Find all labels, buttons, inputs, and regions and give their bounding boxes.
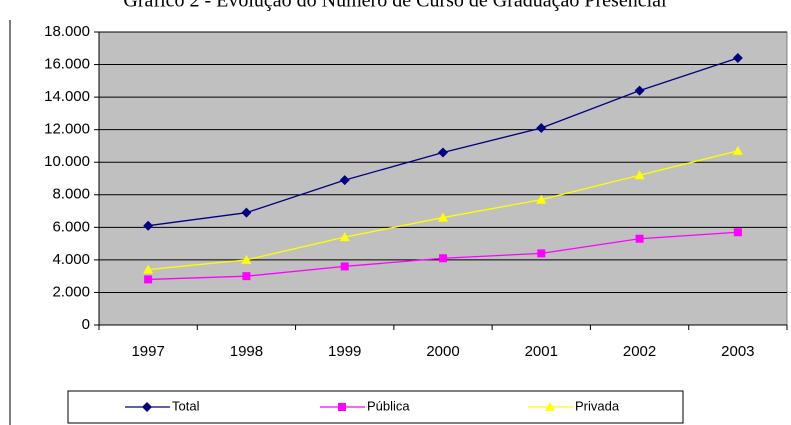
marker <box>340 262 349 271</box>
marker <box>438 212 448 222</box>
y-tick-label: 10.000 <box>44 153 90 170</box>
marker <box>536 194 547 204</box>
x-tick-label: 2003 <box>721 343 754 360</box>
marker <box>338 403 346 411</box>
chart-title: Gráfico 2 - Evolução do Número de Curso … <box>123 0 667 12</box>
y-tick-label: 18.000 <box>44 23 90 40</box>
marker <box>241 254 252 264</box>
y-tick-label: 2.000 <box>52 283 90 300</box>
marker <box>732 145 743 155</box>
marker <box>142 402 152 412</box>
x-tick-label: 2002 <box>623 343 656 360</box>
legend-label: Privada <box>575 398 620 413</box>
marker <box>339 175 350 186</box>
y-tick-label: 6.000 <box>52 218 90 235</box>
marker <box>634 170 645 180</box>
x-tick-label: 1999 <box>328 343 361 360</box>
marker <box>143 264 154 274</box>
legend <box>67 390 684 424</box>
y-tick-label: 0 <box>82 316 90 333</box>
y-tick-label: 14.000 <box>44 88 90 105</box>
x-tick-label: 1998 <box>230 343 263 360</box>
marker <box>733 228 742 237</box>
marker <box>242 272 251 281</box>
marker <box>143 220 154 231</box>
y-tick-label: 4.000 <box>52 251 90 268</box>
legend-label: Pública <box>367 398 410 413</box>
marker <box>439 254 447 263</box>
marker <box>635 234 644 243</box>
marker <box>144 275 153 284</box>
marker <box>545 402 555 411</box>
x-tick-label: 2001 <box>525 343 558 360</box>
x-tick-label: 1997 <box>131 343 164 360</box>
marker <box>537 249 546 258</box>
marker <box>241 207 252 218</box>
marker <box>438 147 448 158</box>
y-tick-label: 12.000 <box>44 121 90 138</box>
marker <box>536 123 547 134</box>
marker <box>339 232 350 242</box>
marker <box>732 53 743 64</box>
y-tick-label: 8.000 <box>52 186 90 203</box>
legend-label: Total <box>172 398 200 413</box>
y-tick-label: 16.000 <box>44 56 90 73</box>
marker <box>634 85 645 96</box>
x-tick-label: 2000 <box>426 343 459 360</box>
